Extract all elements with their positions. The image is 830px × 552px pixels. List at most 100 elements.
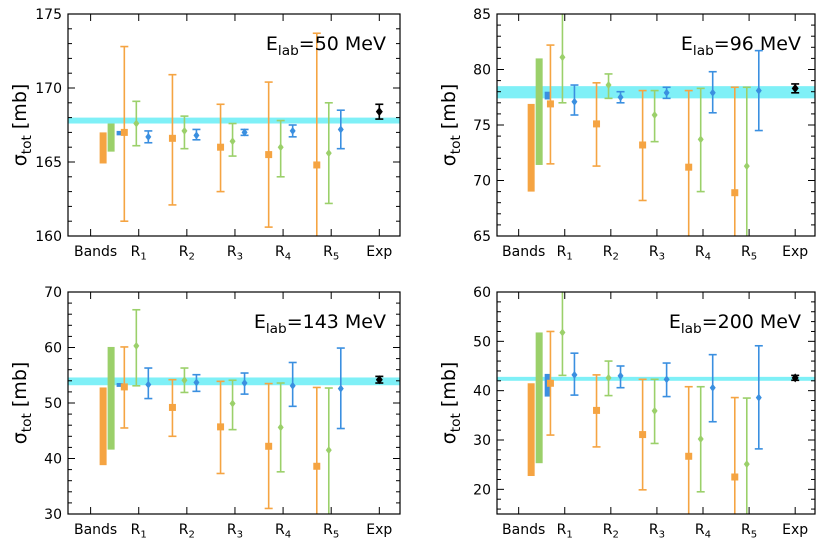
errorbar-green-r2 — [180, 115, 189, 150]
band-green — [107, 346, 115, 450]
marker-diamond — [289, 381, 296, 390]
errorbar-orange-r3 — [638, 89, 647, 202]
errorbar-orange-r5 — [730, 86, 739, 236]
plot-area — [497, 14, 815, 236]
marker-diamond — [193, 131, 200, 140]
band-orange — [99, 387, 107, 466]
marker-square — [120, 383, 128, 391]
x-tick-label: Exp — [366, 522, 392, 538]
errorbar-orange-r5 — [312, 32, 321, 236]
band-orange — [527, 103, 535, 192]
exp-point — [791, 373, 800, 383]
band-green — [535, 58, 543, 165]
x-tick-label: R5 — [323, 522, 339, 541]
errorbar-green-r1 — [132, 308, 141, 387]
errorbar-green-r1 — [558, 292, 567, 377]
errorbar-blue-r5 — [336, 347, 345, 430]
x-tick-label: R4 — [695, 522, 711, 541]
y-tick-label: 70 — [44, 285, 62, 301]
marker-diamond — [559, 328, 566, 337]
errorbar-green-r3 — [228, 122, 237, 157]
band-blue — [116, 383, 123, 387]
marker-diamond — [325, 149, 332, 158]
errorbar-blue-r3 — [240, 372, 249, 395]
marker-square — [685, 452, 693, 460]
errorbar-orange-r1 — [546, 44, 555, 165]
axes-frame — [496, 291, 816, 515]
marker-diamond — [277, 143, 284, 152]
exp-marker — [375, 375, 383, 385]
marker-square — [731, 189, 739, 197]
y-tick-label: 40 — [473, 384, 491, 400]
marker-square — [313, 161, 321, 169]
energy-annotation: Elab=96 MeV — [681, 33, 801, 59]
marker-diamond — [181, 126, 188, 135]
marker-diamond — [277, 423, 284, 432]
marker-diamond — [145, 380, 152, 389]
y-tick-label: 65 — [473, 229, 491, 245]
marker-square — [593, 406, 601, 414]
exp-point — [791, 83, 800, 94]
marker-square — [546, 100, 554, 108]
marker-diamond — [229, 399, 236, 408]
marker-square — [265, 442, 273, 450]
marker-diamond — [181, 376, 188, 385]
x-tick-label: Bands — [74, 522, 117, 538]
marker-square — [313, 462, 321, 470]
marker-square — [593, 120, 601, 128]
errorbar-blue-r4 — [288, 124, 297, 138]
errorbar-orange-r3 — [216, 103, 225, 193]
panel-4: 20 30 40 50 60 Bands R1 R2 R3 R4 R5 Exp σtot [mb] Ela… — [438, 285, 816, 541]
y-axis-label: σtot [mb] — [438, 362, 464, 445]
errorbar-blue-r3 — [240, 128, 249, 137]
errorbar-orange-r4 — [684, 385, 693, 514]
errorbar-blue-r2 — [616, 365, 625, 389]
panel-2: 65 70 75 80 85 Bands R1 R2 R3 R4 R5 Exp σtot [mb] Ela… — [438, 7, 816, 263]
errorbar-green-r4 — [696, 87, 705, 193]
marker-diamond — [241, 379, 248, 388]
energy-annotation: Elab=50 MeV — [266, 33, 386, 59]
errorbar-blue-r1 — [570, 84, 579, 116]
band-green — [107, 123, 115, 152]
errorbar-green-r5 — [742, 86, 751, 236]
exp-marker — [791, 373, 799, 383]
marker-square — [168, 403, 176, 411]
errorbar-green-r1 — [132, 100, 141, 147]
x-tick-label: R2 — [179, 244, 195, 263]
errorbar-orange-r3 — [216, 380, 225, 475]
errorbar-blue-r1 — [570, 352, 579, 396]
marker-diamond — [337, 125, 344, 134]
errorbar-orange-r2 — [168, 73, 177, 206]
exp-marker — [791, 83, 799, 93]
errorbar-orange-r2 — [592, 374, 601, 448]
y-tick-label: 50 — [473, 334, 491, 350]
marker-diamond — [709, 88, 716, 97]
y-tick-label: 50 — [44, 396, 62, 412]
marker-diamond — [241, 128, 248, 137]
y-tick-label: 40 — [44, 452, 62, 468]
x-tick-label: R3 — [227, 522, 243, 541]
marker-diamond — [663, 375, 670, 384]
errorbar-blue-r5 — [754, 49, 763, 132]
marker-diamond — [145, 132, 152, 141]
band-green — [535, 332, 543, 464]
marker-square — [639, 431, 647, 439]
marker-diamond — [229, 137, 236, 146]
exp-marker — [375, 107, 383, 117]
marker-diamond — [289, 126, 296, 135]
marker-diamond — [755, 86, 762, 95]
x-tick-label: R3 — [649, 244, 665, 263]
y-tick-label: 30 — [44, 507, 62, 523]
errorbar-green-r2 — [604, 73, 613, 100]
marker-diamond — [709, 383, 716, 392]
x-tick-label: R4 — [695, 244, 711, 263]
errorbar-orange-r2 — [592, 82, 601, 167]
errorbar-blue-r2 — [192, 128, 201, 141]
y-tick-label: 20 — [473, 482, 491, 498]
marker-diamond — [617, 93, 624, 102]
marker-diamond — [193, 378, 200, 387]
y-tick-label: 165 — [35, 155, 62, 171]
x-tick-label: R5 — [323, 244, 339, 263]
errorbar-green-r1 — [558, 14, 567, 104]
